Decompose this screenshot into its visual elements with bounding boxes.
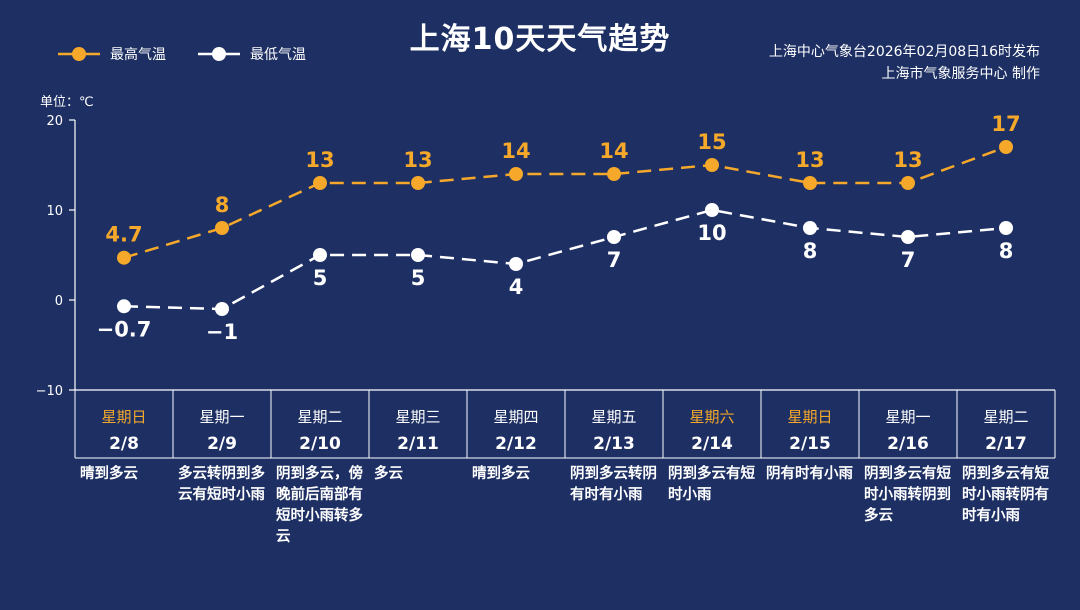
series-line-high [123,145,1007,259]
point-high [999,140,1013,154]
date-label: 2/14 [691,434,733,454]
data-label-high: 4.7 [105,223,142,247]
point-high [411,176,425,190]
date-label: 2/15 [789,434,831,454]
data-label-high: 8 [215,193,230,217]
issuer-line-2: 上海市气象服务中心 制作 [881,66,1040,82]
point-low [411,248,425,262]
data-label-low: 4 [509,275,524,299]
point-high [117,250,131,265]
y-tick-label: 10 [46,204,63,219]
data-label-high: 13 [305,148,334,172]
date-label: 2/12 [495,434,537,454]
data-label-low: 5 [313,266,328,290]
date-label: 2/17 [985,434,1027,454]
data-label-high: 17 [991,112,1020,136]
weather-description: 阴有时有小雨 [766,466,853,482]
legend-low-swatch-icon [198,47,240,61]
data-label-low: 5 [411,266,426,290]
y-tick-label: 0 [55,294,63,309]
date-label: 2/10 [299,434,341,454]
page-title: 上海10天天气趋势 [409,22,671,57]
point-low [509,257,523,271]
legend-item-low: 最低气温 [196,44,306,64]
data-label-low: 7 [901,248,916,272]
legend-low-label: 最低气温 [250,47,306,63]
weather-description: 阴到多云转阴有时有小雨 [570,466,657,503]
weekday-label: 星期二 [983,408,1029,426]
series-line-low [123,208,1007,311]
weather-description: 阴到多云有短时小雨转阴有时有小雨 [962,466,1049,524]
point-high [607,167,621,181]
point-low [999,221,1013,235]
unit-label: 单位：℃ [40,95,94,110]
weekday-label: 星期日 [787,408,833,426]
point-low [215,302,229,316]
date-label: 2/13 [593,434,635,454]
data-label-high: 14 [599,139,628,163]
y-tick-label: −10 [36,384,63,399]
weather-description: 晴到多云 [80,466,138,482]
point-low [117,299,131,314]
data-label-low: −0.7 [97,317,152,341]
legend-high-swatch-icon [58,47,100,61]
weekday-label: 星期一 [885,408,931,426]
issuer-info: 上海中心气象台2026年02月08日16时发布 上海市气象服务中心 制作 [769,41,1040,85]
data-label-low: 8 [803,239,818,263]
weather-description: 阴到多云有短时小雨 [668,466,755,503]
point-low [803,221,817,235]
data-label-high: 15 [697,130,726,154]
data-label-high: 13 [403,148,432,172]
point-high [901,176,915,190]
issuer-line-1: 上海中心气象台2026年02月08日16时发布 [768,44,1040,60]
point-low [607,230,621,244]
weekday-label: 星期四 [493,408,539,426]
weather-description: 多云 [374,466,403,482]
weekday-label: 星期三 [395,408,441,426]
weekday-label: 星期日 [101,408,147,426]
point-low [901,230,915,244]
point-low [705,203,719,217]
legend-item-high: 最高气温 [56,44,166,64]
point-low [313,248,327,262]
weather-description: 晴到多云 [472,466,530,482]
date-label: 2/9 [207,434,237,454]
legend-high-label: 最高气温 [110,47,166,63]
weather-description: 阴到多云，傍晚前后南部有短时小雨转多云 [276,466,363,545]
weather-description: 阴到多云有短时小雨转阴到多云 [864,466,951,524]
data-label-low: 8 [999,239,1014,263]
date-label: 2/11 [397,434,439,454]
point-high [509,167,523,181]
weather-description: 多云转阴到多云有短时小雨 [178,466,265,503]
weekday-label: 星期二 [297,408,343,426]
data-label-low: 10 [697,221,726,245]
data-label-low: −1 [206,320,238,344]
point-high [215,221,229,235]
weekday-label: 星期五 [591,408,637,426]
weekday-label: 星期一 [199,408,245,426]
weekday-label: 星期六 [689,408,735,426]
data-label-low: 7 [607,248,622,272]
data-label-high: 13 [893,148,922,172]
point-high [705,158,719,172]
date-label: 2/16 [887,434,929,454]
y-tick-label: 20 [46,114,63,129]
data-label-high: 13 [795,148,824,172]
date-label: 2/8 [109,434,139,454]
point-high [803,176,817,190]
point-high [313,176,327,190]
data-label-high: 14 [501,139,530,163]
